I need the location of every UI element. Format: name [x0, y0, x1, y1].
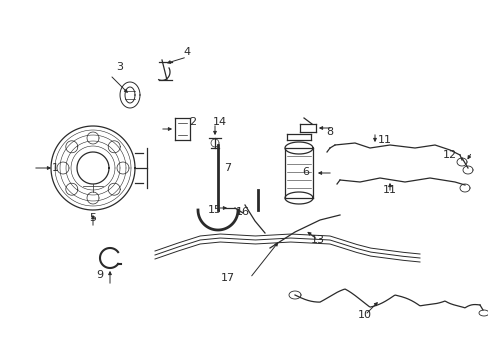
Text: 11: 11 [377, 135, 391, 145]
Text: 1: 1 [51, 163, 59, 173]
Text: 8: 8 [326, 127, 333, 137]
Text: 7: 7 [224, 163, 231, 173]
Text: 17: 17 [221, 273, 235, 283]
Text: 2: 2 [189, 117, 196, 127]
Text: 3: 3 [116, 62, 123, 72]
Text: 10: 10 [357, 310, 371, 320]
Text: 16: 16 [236, 207, 249, 217]
Text: 13: 13 [310, 235, 325, 245]
Text: 4: 4 [183, 47, 190, 57]
Text: 9: 9 [96, 270, 103, 280]
Text: 12: 12 [442, 150, 456, 160]
Text: 6: 6 [302, 167, 309, 177]
Text: 14: 14 [212, 117, 226, 127]
Text: 15: 15 [207, 205, 222, 215]
Text: 5: 5 [89, 213, 96, 223]
Text: 11: 11 [382, 185, 396, 195]
